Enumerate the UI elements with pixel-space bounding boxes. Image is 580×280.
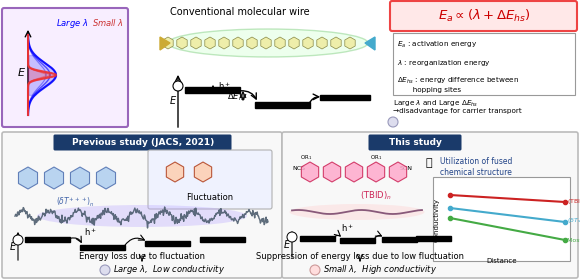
FancyBboxPatch shape — [282, 132, 578, 278]
Text: Distance: Distance — [487, 258, 517, 264]
Text: Conventional molecular wire: Conventional molecular wire — [170, 7, 310, 17]
Bar — [416, 236, 451, 241]
Bar — [200, 237, 245, 242]
Polygon shape — [289, 37, 299, 49]
Polygon shape — [302, 162, 318, 182]
Text: Large $\lambda$ and Large $\Delta E_{hs}$: Large $\lambda$ and Large $\Delta E_{hs}… — [393, 99, 478, 109]
Text: Conductivity: Conductivity — [434, 198, 440, 242]
Text: :(: :( — [103, 269, 107, 274]
Text: Energy loss due to fluctuation: Energy loss due to fluctuation — [79, 252, 205, 261]
Text: $E_a$ : activation energy: $E_a$ : activation energy — [397, 40, 477, 50]
Polygon shape — [365, 37, 375, 50]
Ellipse shape — [289, 204, 425, 220]
Polygon shape — [19, 167, 38, 189]
Bar — [25, 237, 70, 242]
Text: $E$: $E$ — [9, 240, 17, 252]
Text: OR$_1$: OR$_1$ — [300, 153, 312, 162]
Text: →disadvantage for carrier transport: →disadvantage for carrier transport — [393, 108, 522, 114]
Text: $E_a \propto (\lambda + \Delta E_{hs})$: $E_a \propto (\lambda + \Delta E_{hs})$ — [437, 8, 530, 24]
Text: $E$: $E$ — [17, 66, 27, 78]
Text: Fluctuation: Fluctuation — [186, 193, 234, 202]
Polygon shape — [317, 37, 327, 49]
Text: OR$_1$: OR$_1$ — [370, 153, 382, 162]
Text: $\lambda$ : reorganization energy: $\lambda$ : reorganization energy — [397, 58, 491, 68]
Polygon shape — [163, 37, 173, 49]
Circle shape — [388, 117, 398, 127]
Bar — [382, 237, 417, 242]
Text: $\Delta E_{hs}$: $\Delta E_{hs}$ — [227, 91, 246, 103]
Polygon shape — [160, 37, 170, 50]
Polygon shape — [194, 162, 212, 182]
Text: Suppression of energy loss due to low fluctuation: Suppression of energy loss due to low fl… — [256, 252, 464, 261]
Text: Previous study (JACS, 2021): Previous study (JACS, 2021) — [72, 138, 214, 147]
Text: (TBID)$_n$: (TBID)$_n$ — [567, 197, 580, 207]
Polygon shape — [96, 167, 115, 189]
Text: Utilization of fused
chemical structure: Utilization of fused chemical structure — [440, 157, 512, 177]
Polygon shape — [331, 37, 341, 49]
Text: This study: This study — [389, 138, 441, 147]
Text: $\Delta E_{hs}$ : energy difference between
       hopping sites: $\Delta E_{hs}$ : energy difference betw… — [397, 76, 519, 93]
Text: Most wires: Most wires — [567, 237, 580, 242]
Text: $E$: $E$ — [169, 94, 177, 106]
FancyBboxPatch shape — [368, 134, 462, 151]
Bar — [185, 87, 240, 93]
Polygon shape — [261, 37, 271, 49]
Text: ($\delta T^{+++}$)$_n$: ($\delta T^{+++}$)$_n$ — [56, 196, 95, 209]
Polygon shape — [367, 162, 385, 182]
FancyBboxPatch shape — [2, 132, 282, 278]
Text: NCS: NCS — [292, 165, 305, 171]
Bar — [340, 238, 375, 243]
Text: h$^+$: h$^+$ — [218, 80, 231, 92]
FancyBboxPatch shape — [433, 177, 570, 261]
Polygon shape — [303, 37, 313, 49]
FancyBboxPatch shape — [393, 33, 575, 95]
Text: Large $\lambda$: Large $\lambda$ — [56, 17, 88, 30]
Text: 🔆: 🔆 — [425, 158, 432, 168]
Polygon shape — [345, 162, 362, 182]
FancyBboxPatch shape — [2, 8, 128, 127]
Text: (TBID)$_n$: (TBID)$_n$ — [360, 190, 392, 202]
Text: h$^+$: h$^+$ — [340, 222, 353, 234]
Polygon shape — [345, 37, 355, 49]
Polygon shape — [71, 167, 89, 189]
Polygon shape — [191, 37, 201, 49]
Text: Small $\lambda$: Small $\lambda$ — [92, 17, 124, 28]
Text: :): :) — [313, 269, 317, 274]
Bar — [320, 95, 370, 100]
Text: :(: :( — [392, 120, 395, 125]
Text: Large $\lambda$,  Low conductivity: Large $\lambda$, Low conductivity — [113, 263, 225, 277]
Polygon shape — [205, 37, 215, 49]
FancyBboxPatch shape — [390, 1, 577, 31]
FancyBboxPatch shape — [53, 134, 231, 151]
Polygon shape — [177, 37, 187, 49]
Polygon shape — [219, 37, 229, 49]
Polygon shape — [166, 162, 184, 182]
Circle shape — [173, 81, 183, 91]
Text: Small $\lambda$,  High conductivity: Small $\lambda$, High conductivity — [323, 263, 437, 277]
Polygon shape — [247, 37, 257, 49]
Circle shape — [287, 232, 297, 242]
Bar — [80, 245, 125, 250]
Circle shape — [100, 265, 110, 275]
Circle shape — [310, 265, 320, 275]
Bar — [145, 241, 190, 246]
Ellipse shape — [168, 29, 368, 57]
Polygon shape — [323, 162, 340, 182]
Text: $E$: $E$ — [283, 238, 291, 250]
Polygon shape — [389, 162, 407, 182]
Polygon shape — [233, 37, 243, 49]
Polygon shape — [45, 167, 64, 189]
Polygon shape — [275, 37, 285, 49]
Ellipse shape — [37, 205, 247, 227]
Bar — [255, 102, 310, 108]
Text: ($\delta T_{seg}$)$_n$: ($\delta T_{seg}$)$_n$ — [567, 217, 580, 227]
Circle shape — [13, 235, 23, 245]
Bar — [300, 236, 335, 241]
Text: h$^+$: h$^+$ — [84, 226, 96, 238]
FancyBboxPatch shape — [148, 150, 272, 209]
Text: SCN: SCN — [400, 165, 413, 171]
